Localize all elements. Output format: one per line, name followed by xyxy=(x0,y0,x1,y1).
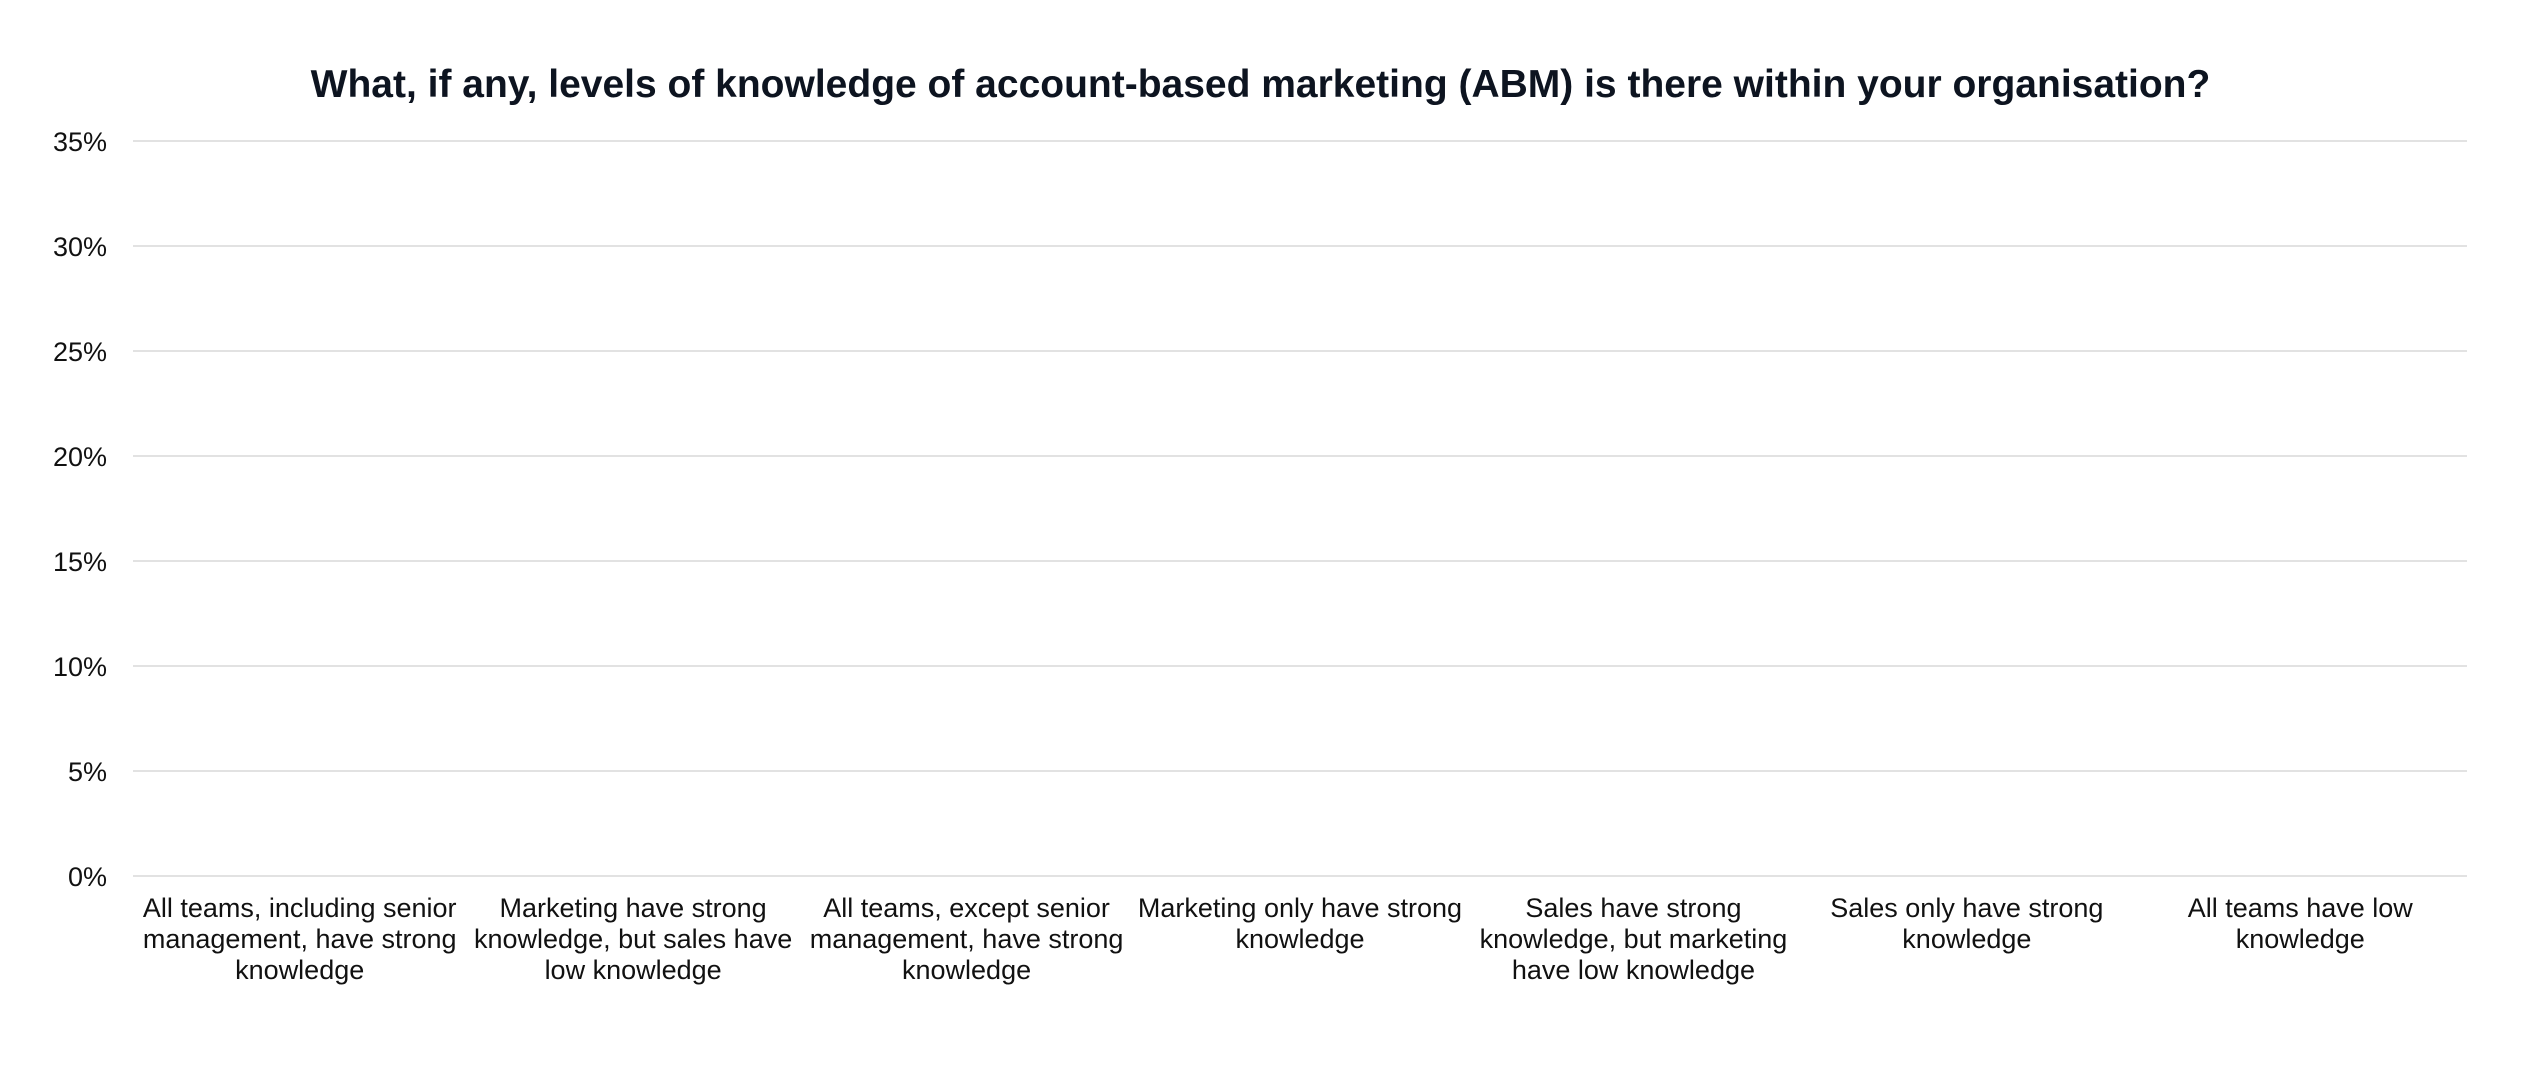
y-axis-ticks: 0% 5% 10% 15% 20% 25% 30% 35% xyxy=(53,127,107,892)
y-tick-label: 5% xyxy=(68,757,107,787)
chart-title: What, if any, levels of knowledge of acc… xyxy=(310,63,2211,106)
y-tick-label: 35% xyxy=(53,127,107,157)
y-tick-label: 0% xyxy=(68,862,107,892)
x-tick-label: All teams have low knowledge xyxy=(2187,893,2413,954)
x-tick-label: Sales have strong knowledge, but marketi… xyxy=(1479,893,1788,985)
x-tick-label: Marketing have strong knowledge, but sal… xyxy=(474,893,793,985)
y-tick-label: 30% xyxy=(53,232,107,262)
x-tick-label: All teams, including senior management, … xyxy=(142,893,457,985)
x-tick-label: Sales only have strong knowledge xyxy=(1830,893,2104,954)
y-tick-label: 20% xyxy=(53,442,107,472)
x-tick-label: All teams, except senior management, hav… xyxy=(809,893,1124,985)
y-tick-label: 10% xyxy=(53,652,107,682)
gridlines xyxy=(133,140,2467,877)
y-tick-label: 15% xyxy=(53,547,107,577)
y-tick-label: 25% xyxy=(53,337,107,367)
x-tick-label: Marketing only have strong knowledge xyxy=(1137,893,1463,954)
